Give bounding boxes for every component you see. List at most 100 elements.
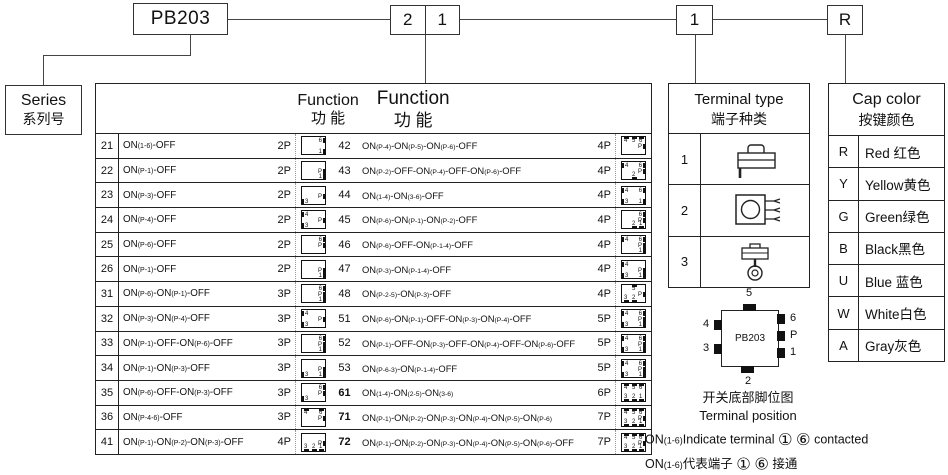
- cap-color-letter: A: [829, 329, 859, 361]
- cap-color-row: A Gray灰色: [829, 328, 944, 361]
- function-table-row: 35 ON(P-6)-OFF-ON(P-3)-OFF 3P 3 6 P 61 ON(1-4)-…: [96, 379, 651, 405]
- function-entry: 36 ON(P-4-6)-OFF 3P 4 6 P: [96, 405, 331, 430]
- function-description: ON(P-6)-ON(P-1)-OFF-ON(P-3)-ON(P-4)-OFF: [362, 313, 532, 325]
- poles-count: 2P: [277, 189, 291, 202]
- chip-pin: [741, 366, 754, 373]
- terminal-position-diagram: PB203 5 2 4 3 6 P 1: [700, 285, 810, 390]
- cap-color-header-en: Cap color: [852, 91, 921, 108]
- function-description: ON(P-6)-OFF-ON(P-3)-OFF: [123, 387, 233, 399]
- chip-pin: [777, 331, 785, 341]
- function-code-box: 2 1: [390, 5, 460, 35]
- cap-color-letter: U: [829, 265, 859, 297]
- function-description: ON(P-1)-ON(P-2)-ON(P-3)-ON(P-4)-ON(P-5)-…: [362, 436, 574, 448]
- function-entry: 48 ON(P-2-5)-ON(P-3)-OFF 4P 5 P 3 2: [331, 282, 651, 306]
- cap-color-row: Y Yellow黄色: [829, 167, 944, 200]
- poles-count: 7P: [597, 411, 611, 424]
- function-entry: 47 ON(P-3)-ON(P-1-4)-OFF 4P 4 3 P 1: [331, 257, 651, 282]
- chip-pin: [777, 348, 785, 358]
- terminal-type-row: 2: [669, 184, 809, 236]
- chip-pin: [714, 320, 722, 330]
- function-entry: 32 ON(P-3)-ON(P-4)-OFF 3P 4 3 P: [96, 306, 331, 331]
- function-table-row: 26 ON(P-1)-OFF 2P P 1 47 ON(P-3)-ON(P-1-4)-OFF…: [96, 256, 651, 282]
- cap-color-letter: Y: [829, 168, 859, 200]
- terminal-type-body: 1 2: [669, 134, 809, 287]
- poles-count: 5P: [597, 337, 611, 350]
- terminal-type-header: Terminal type 端子种类: [669, 84, 809, 134]
- note-zh: ON(1-6)代表端子 ① ⑥ 接通: [645, 455, 798, 474]
- function-code: 22: [96, 158, 119, 183]
- cap-color-header: Cap color 按键颜色: [829, 84, 944, 136]
- poles-count: 3P: [277, 362, 291, 375]
- function-description: ON(P-6)-OFF: [123, 239, 177, 251]
- function-entry: 41 ON(P-1)-ON(P-2)-ON(P-3)-OFF 4P 3 2 1 P: [96, 430, 331, 454]
- function-table-row: 32 ON(P-3)-ON(P-4)-OFF 3P 4 3 P 51 ON(P-6)-ON(P…: [96, 305, 651, 331]
- function-header-en: Function: [376, 88, 450, 109]
- terminal-code: 1: [689, 10, 700, 29]
- poles-count: 5P: [597, 312, 611, 325]
- function-code: 61: [338, 386, 351, 399]
- function-table-row: 25 ON(P-6)-OFF 2P 6 P 46 ON(P-6)-OFF-ON(P-1-4)…: [96, 231, 651, 257]
- function-entry: 46 ON(P-6)-OFF-ON(P-1-4)-OFF 4P 4 6 P 1: [331, 232, 651, 257]
- function-code: 71: [338, 411, 351, 424]
- function-description: ON(P-1)-OFF: [123, 263, 177, 275]
- cap-color-name: Gray灰色: [865, 339, 922, 355]
- function-code: 35: [96, 380, 119, 405]
- terminal-type-code: 1: [669, 134, 701, 185]
- function-entry: 52 ON(P-1)-OFF-ON(P-3)-OFF-ON(P-4)-OFF-ON…: [331, 331, 651, 356]
- function-table-row: 41 ON(P-1)-ON(P-2)-ON(P-3)-OFF 4P 3 2 1 P 72 ON(…: [96, 429, 651, 454]
- function-entry: 21 ON(1-6)-OFF 2P 6 1: [96, 134, 331, 158]
- function-table-body: 21 ON(1-6)-OFF 2P 6 1 42 ON(P-4)-ON(P-5)-ON(P-…: [96, 134, 651, 454]
- connector-line: [43, 55, 191, 56]
- function-entry: 31 ON(P-6)-ON(P-1)-OFF 3P 6 P 1: [96, 282, 331, 306]
- cap-color-code-box: R: [827, 5, 863, 35]
- function-description: ON(P-6)-ON(P-1)-ON(P-2)-OFF: [362, 214, 478, 226]
- series-label-box: Series 系列号: [5, 85, 82, 135]
- function-entry: 33 ON(P-1)-OFF-ON(P-6)-OFF 3P 6 P 1: [96, 331, 331, 356]
- function-code: 46: [338, 238, 351, 251]
- cap-color-row: W White白色: [829, 296, 944, 329]
- cap-color-name: White白色: [865, 307, 927, 323]
- function-header-zh: 功 能: [393, 110, 433, 130]
- poles-count: 3P: [277, 312, 291, 325]
- function-code: 47: [338, 263, 351, 276]
- terminal-type-header-en: Terminal type: [694, 91, 784, 108]
- function-description: ON(P-3)-ON(P-4)-OFF: [123, 313, 210, 325]
- function-description: ON(P-2-5)-ON(P-3)-OFF: [362, 288, 452, 300]
- chip-label: PB203: [734, 333, 766, 344]
- chip-pin-label: P: [790, 329, 798, 341]
- function-description: ON(1-4)-ON(2-5)-ON(3-6): [362, 387, 454, 399]
- function-code-digit: 2: [391, 6, 426, 34]
- function-code: 52: [338, 337, 351, 350]
- cap-color-row: R Red 红色: [829, 136, 944, 168]
- function-description: ON(1-6)-OFF: [123, 140, 176, 152]
- terminal-type-row: 3: [669, 235, 809, 287]
- function-entry: 25 ON(P-6)-OFF 2P 6 P: [96, 232, 331, 257]
- chip-pin-label: 3: [703, 342, 710, 354]
- connector-line: [190, 34, 191, 55]
- connector-line: [695, 34, 696, 83]
- function-code: 33: [96, 331, 119, 356]
- function-code: 25: [96, 232, 119, 257]
- poles-count: 7P: [597, 436, 611, 449]
